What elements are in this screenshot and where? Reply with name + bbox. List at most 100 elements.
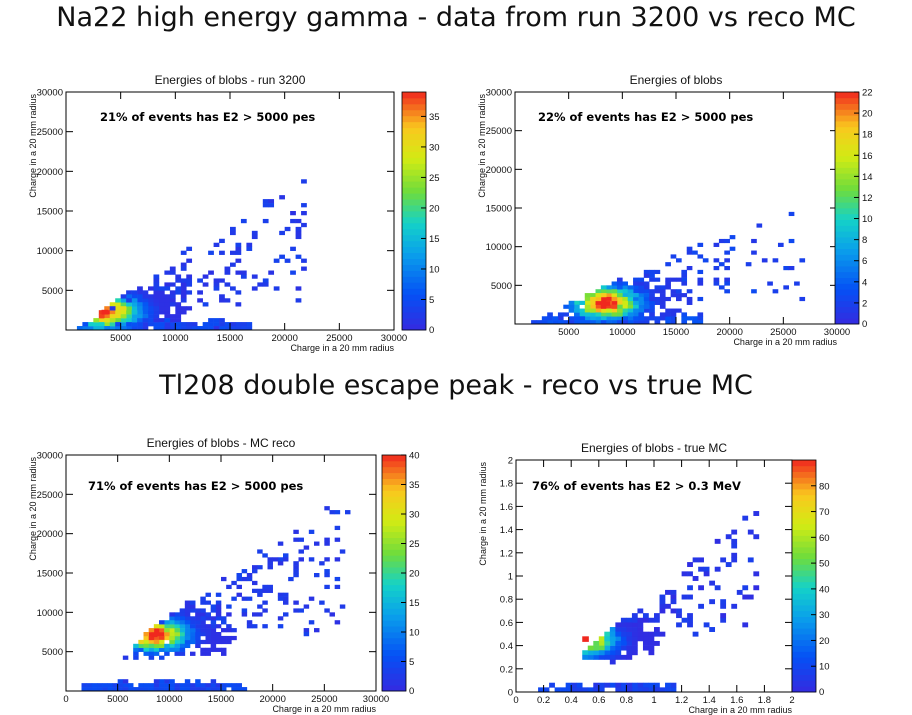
heatmap-cell: [606, 316, 612, 321]
heatmap-cell: [148, 687, 155, 692]
heatmap-cell: [609, 659, 616, 665]
color-scale-segment: [835, 132, 859, 139]
heatmap-cell: [631, 645, 638, 651]
heatmap-cell: [137, 298, 143, 303]
heatmap-cell: [208, 250, 214, 255]
color-scale-segment: [792, 668, 816, 675]
heatmap-cell: [210, 679, 217, 684]
heatmap-cell: [616, 285, 623, 290]
heatmap-cell: [175, 274, 182, 279]
color-scale-segment: [402, 145, 426, 152]
color-scale-label: 30: [429, 142, 440, 153]
heatmap-cell: [169, 683, 175, 688]
heatmap-cell: [184, 639, 191, 645]
heatmap-cell: [638, 285, 645, 290]
color-scale-segment: [792, 529, 816, 536]
heatmap-cell: [659, 608, 666, 614]
heatmap-cell: [283, 596, 289, 601]
y-tick-label: 30000: [486, 88, 512, 99]
heatmap-cell: [557, 320, 564, 325]
heatmap-cell: [713, 258, 720, 263]
heatmap-cell: [714, 538, 721, 544]
heatmap-cell: [184, 612, 191, 617]
heatmap-cell: [584, 316, 591, 321]
heatmap-cell: [169, 635, 175, 641]
heatmap-cell: [184, 687, 191, 692]
heatmap-cell: [643, 320, 650, 325]
heatmap-cell: [208, 270, 214, 275]
y-tick-label: 25000: [486, 126, 512, 137]
heatmap-cell: [633, 289, 639, 294]
heatmap-cell: [202, 282, 209, 287]
heatmap-cell: [665, 320, 671, 325]
heatmap-cell: [654, 613, 660, 619]
color-scale-segment: [402, 258, 426, 265]
heatmap-cell: [210, 620, 217, 625]
heatmap-cell: [670, 687, 677, 693]
heatmap-cell: [563, 320, 569, 325]
heatmap-cell: [681, 617, 688, 623]
heatmap-cell: [226, 612, 232, 617]
heatmap-cell: [138, 647, 144, 652]
heatmap-cell: [215, 632, 222, 637]
heatmap-cell: [107, 683, 113, 688]
color-scale-label: 16: [862, 151, 873, 162]
heatmap-cell: [133, 643, 139, 649]
heatmap-cell: [164, 318, 171, 323]
heatmap-cell: [334, 525, 341, 531]
heatmap-cell: [262, 588, 268, 593]
heatmap-cell: [219, 294, 225, 299]
heatmap-cell: [547, 316, 553, 321]
heatmap-cell: [584, 293, 591, 298]
heatmap-cell: [649, 269, 655, 275]
heatmap-cell: [692, 320, 698, 325]
heatmap-cell: [301, 266, 307, 271]
heatmap-cell: [126, 298, 132, 303]
heatmap-cell: [81, 683, 87, 688]
heatmap-cell: [637, 687, 644, 693]
heatmap-cell: [654, 631, 660, 637]
heatmap-cell: [91, 687, 98, 692]
heatmap-cell: [175, 310, 182, 315]
heatmap-cell: [197, 290, 203, 295]
heatmap-cell: [137, 318, 143, 323]
heatmap-cell: [164, 624, 170, 629]
color-scale-label: 10: [409, 628, 420, 639]
color-scale-label: 20: [429, 203, 440, 214]
color-scale-segment: [382, 679, 406, 686]
color-scale-segment: [402, 163, 426, 170]
x-axis-label: Charge in a 20 mm radius: [290, 343, 394, 353]
heatmap-cell: [213, 282, 220, 287]
heatmap-cell: [279, 254, 285, 259]
heatmap-cell: [295, 230, 302, 236]
heatmap-cell: [622, 304, 628, 309]
color-scale-segment: [402, 324, 426, 331]
heatmap-cell: [648, 636, 655, 642]
heatmap-cell: [158, 286, 165, 291]
x-tick-label: 5000: [558, 327, 579, 338]
heatmap-cell: [153, 314, 160, 319]
heatmap-cell: [742, 585, 749, 591]
heatmap-cell: [213, 326, 220, 331]
heatmap-cell: [642, 636, 649, 642]
heatmap-cell: [231, 580, 237, 586]
heatmap-cell: [195, 683, 201, 688]
color-scale-segment: [402, 300, 426, 307]
color-scale-segment: [835, 103, 859, 110]
heatmap-cell: [724, 266, 730, 271]
heatmap-cell: [576, 682, 583, 688]
color-scale-segment: [792, 500, 816, 507]
heatmap-cell: [142, 318, 149, 323]
heatmap-cell: [131, 306, 138, 311]
heatmap-cell: [257, 588, 263, 593]
heatmap-cell: [609, 636, 616, 642]
heatmap-cell: [221, 639, 227, 645]
heatmap-cell: [324, 573, 330, 578]
heatmap-cell: [159, 687, 165, 692]
heatmap-cell: [219, 326, 225, 331]
color-scale-segment: [382, 584, 406, 592]
color-scale-segment: [402, 151, 426, 158]
heatmap-cell: [180, 286, 187, 291]
heatmap-cell: [747, 594, 754, 600]
